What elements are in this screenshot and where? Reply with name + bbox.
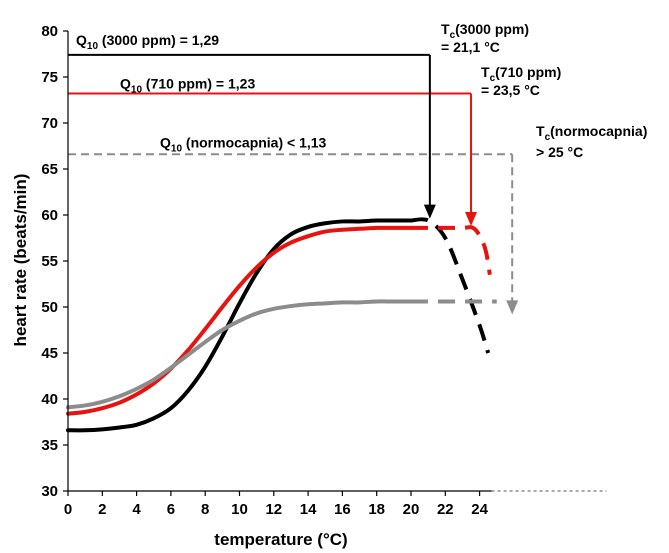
x-tick-label: 16 (334, 501, 351, 518)
x-tick-label: 2 (98, 501, 106, 518)
q10-label-normocapnia: Q10 (normocapnia) < 1,13 (160, 134, 327, 154)
annotation-layer: Q10 (3000 ppm) = 1,29 Q10 (710 ppm) = 1,2… (76, 21, 647, 160)
q10-label-ppm3000: Q10 (3000 ppm) = 1,29 (76, 32, 219, 52)
y-tick-label: 50 (41, 299, 58, 316)
x-axis-title: temperature (°C) (214, 530, 347, 549)
y-tick-label: 35 (41, 437, 58, 454)
q10-label-ppm710: Q10 (710 ppm) = 1,23 (120, 76, 255, 96)
series-line-normocapnia (66, 299, 413, 410)
reference-layer (68, 53, 519, 315)
y-tick-label: 65 (41, 161, 58, 178)
y-tick-label: 40 (41, 391, 58, 408)
x-tick-label: 24 (471, 501, 488, 518)
arrow-head-normocapnia (506, 300, 519, 315)
y-tick-label: 60 (41, 207, 58, 224)
tc-value-ppm710: = 23,5 °C (481, 82, 540, 98)
x-tick-label: 10 (231, 501, 248, 518)
y-tick-label: 55 (41, 253, 58, 270)
series-line-ppm3000 (66, 218, 413, 433)
tc-label-ppm3000: Tc(3000 ppm) (441, 21, 529, 41)
tc-value-normocapnia: > 25 °C (536, 144, 583, 160)
x-tick-label: 6 (167, 501, 175, 518)
series-extrapolation-ppm710 (410, 225, 492, 276)
y-tick-label: 45 (41, 345, 58, 362)
y-axis-title: heart rate (beats/min) (11, 174, 30, 347)
y-tick-label: 30 (41, 483, 58, 500)
series-extrapolation-ppm3000 (410, 217, 491, 354)
series-layer (66, 217, 497, 433)
y-tick-label: 70 (41, 115, 58, 132)
x-tick-label: 14 (300, 501, 317, 518)
tc-label-normocapnia: Tc(normocapnia) (536, 123, 647, 143)
x-tick-label: 8 (201, 501, 209, 518)
x-tick-label: 22 (437, 501, 454, 518)
y-tick-label: 80 (41, 23, 58, 40)
x-tick-label: 12 (265, 501, 282, 518)
tc-label-ppm710: Tc(710 ppm) (481, 64, 561, 84)
x-tick-label: 18 (368, 501, 385, 518)
y-tick-label: 75 (41, 69, 58, 86)
x-tick-label: 4 (132, 501, 141, 518)
x-tick-label: 0 (64, 501, 72, 518)
tc-value-ppm3000: = 21,1 °C (441, 39, 500, 55)
arrow-head-ppm710 (465, 212, 478, 227)
series-line-ppm710 (66, 225, 413, 416)
x-tick-label: 20 (403, 501, 420, 518)
arrow-head-ppm3000 (423, 204, 436, 219)
